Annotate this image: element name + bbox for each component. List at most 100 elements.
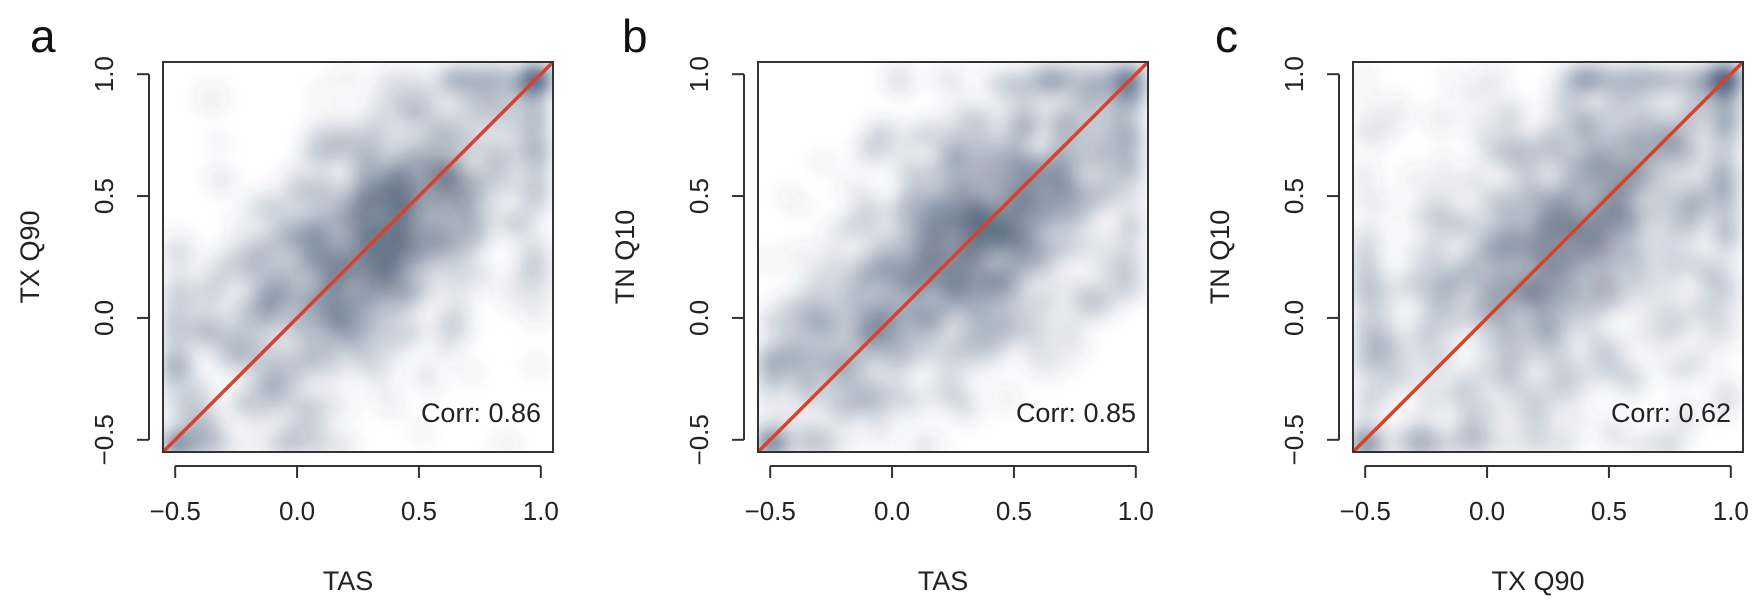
density-point [791,196,812,217]
x-tick-label: 1.0 [1713,496,1749,526]
density-point [1715,396,1737,419]
density-point [297,332,326,361]
x-tick-label: −0.5 [745,496,796,526]
density-point [425,116,454,145]
y-tick-label: 0.5 [684,178,714,214]
x-axis-label: TX Q90 [1491,566,1584,596]
density-point [404,68,427,90]
density-point [758,306,786,338]
y-tick-label: 0.0 [684,300,714,336]
density-point [1616,68,1638,90]
density-point [909,237,938,265]
density-point [1431,342,1457,368]
density-point [429,335,461,367]
density-point [425,273,454,302]
density-point [1627,90,1648,112]
density-point [1628,106,1656,135]
density-point [1452,213,1482,243]
y-tick-label: −0.5 [684,414,714,465]
density-point [1015,149,1044,178]
density-point [207,264,241,298]
density-point [414,147,443,176]
density-point [1507,230,1536,259]
density-point [1695,326,1720,351]
density-point [881,64,911,94]
density-point [915,429,946,452]
density-point [354,355,376,377]
density-point [1353,182,1382,216]
density-point [960,256,989,285]
density-point [1495,184,1523,213]
density-point [1604,92,1632,120]
density-point [1581,333,1613,365]
density-point [818,220,846,248]
density-point [1668,216,1702,249]
density-point [209,133,228,152]
density-point [918,164,944,190]
density-point [1716,249,1736,269]
density-point [519,294,553,328]
density-point [1643,69,1672,98]
density-point [1058,197,1087,226]
density-point [254,381,274,400]
density-point [1529,220,1558,249]
density-point [1648,350,1668,370]
density-point [1095,251,1128,284]
density-point [372,331,398,357]
density-point [1521,170,1550,199]
reference-line [161,60,555,454]
density-point [241,227,274,260]
density-point [821,392,855,425]
density-point [1464,111,1487,134]
density-point [1118,213,1141,235]
density-point [1567,171,1596,200]
density-point [235,388,260,414]
density-point [411,360,433,382]
density-point [1092,173,1128,209]
plot-frame [757,61,1149,453]
density-point [1476,324,1498,346]
density-point [1638,142,1667,171]
density-cloud [1353,62,1743,452]
density-point [1480,429,1511,452]
density-point [1407,423,1436,452]
density-point [945,145,973,174]
density-point [1661,248,1684,271]
density-point [239,430,268,452]
density-point [464,89,493,118]
density-point [1536,393,1557,414]
panel-letter: a [30,10,56,62]
density-point [525,108,547,130]
density-point [1590,220,1618,249]
density-point [1054,320,1085,351]
density-point [1362,276,1395,309]
density-point [341,435,361,452]
panel-c: c −0.5 0.0 0.5 1.0 −0.5 0.0 0.5 1.0 TX Q90 TN … [1205,10,1749,596]
density-point [1102,113,1130,142]
x-tick-label: 0.5 [996,496,1032,526]
panel-letter: b [622,10,648,62]
density-point [1065,141,1094,170]
density-point [171,430,200,452]
y-tick-label: 0.0 [89,300,119,336]
density-point [1444,264,1473,293]
density-point [370,177,399,205]
y-axis-label: TX Q90 [15,210,45,303]
density-point [448,319,470,341]
density-point [1464,173,1488,196]
density-point [894,165,919,189]
density-point [445,257,471,284]
reference-line [756,60,1150,454]
density-point [1032,248,1061,277]
density-point [1112,74,1139,102]
density-point [789,368,809,389]
density-point [288,184,310,206]
density-point [1455,79,1485,109]
density-point [836,174,862,200]
density-point [862,357,885,380]
density-point [1013,322,1045,353]
y-tick-label: −0.5 [89,414,119,465]
density-point [988,265,1017,294]
density-point [487,202,508,223]
